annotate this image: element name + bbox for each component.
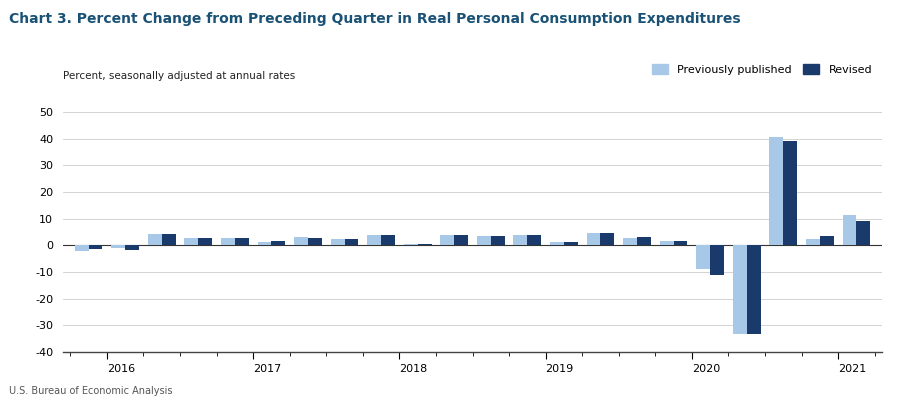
Bar bbox=[367, 235, 381, 245]
Bar bbox=[148, 234, 162, 245]
Bar bbox=[221, 238, 235, 245]
Legend: Previously published, Revised: Previously published, Revised bbox=[647, 60, 877, 79]
Bar bbox=[697, 245, 710, 269]
Bar bbox=[272, 241, 285, 245]
Bar bbox=[564, 242, 578, 245]
Bar bbox=[198, 238, 212, 245]
Bar bbox=[623, 238, 637, 245]
Bar bbox=[513, 235, 527, 245]
Bar bbox=[454, 236, 468, 245]
Bar bbox=[673, 241, 688, 245]
Bar bbox=[550, 242, 564, 245]
Bar bbox=[235, 238, 248, 245]
Bar bbox=[404, 244, 418, 245]
Bar bbox=[857, 221, 870, 245]
Text: Percent, seasonally adjusted at annual rates: Percent, seasonally adjusted at annual r… bbox=[63, 71, 295, 81]
Bar bbox=[820, 236, 833, 245]
Bar bbox=[842, 215, 857, 245]
Bar bbox=[184, 238, 198, 245]
Bar bbox=[257, 242, 272, 245]
Bar bbox=[733, 245, 747, 334]
Bar bbox=[491, 236, 505, 245]
Bar bbox=[294, 237, 308, 245]
Bar bbox=[747, 245, 760, 334]
Bar bbox=[600, 233, 615, 245]
Bar bbox=[308, 238, 322, 245]
Bar bbox=[806, 239, 820, 245]
Text: U.S. Bureau of Economic Analysis: U.S. Bureau of Economic Analysis bbox=[9, 386, 173, 396]
Bar bbox=[660, 241, 673, 245]
Bar bbox=[381, 235, 395, 245]
Bar bbox=[587, 233, 600, 245]
Bar bbox=[88, 245, 103, 249]
Bar bbox=[330, 239, 345, 245]
Bar bbox=[125, 245, 140, 250]
Bar bbox=[162, 234, 176, 245]
Bar bbox=[783, 141, 797, 245]
Bar bbox=[477, 236, 490, 245]
Bar bbox=[345, 239, 358, 245]
Bar bbox=[637, 237, 651, 245]
Bar bbox=[112, 245, 125, 248]
Bar bbox=[75, 245, 88, 251]
Bar bbox=[710, 245, 724, 275]
Bar bbox=[770, 137, 783, 245]
Bar bbox=[418, 244, 432, 245]
Bar bbox=[440, 235, 454, 245]
Text: Chart 3. Percent Change from Preceding Quarter in Real Personal Consumption Expe: Chart 3. Percent Change from Preceding Q… bbox=[9, 12, 741, 26]
Bar bbox=[527, 235, 541, 245]
